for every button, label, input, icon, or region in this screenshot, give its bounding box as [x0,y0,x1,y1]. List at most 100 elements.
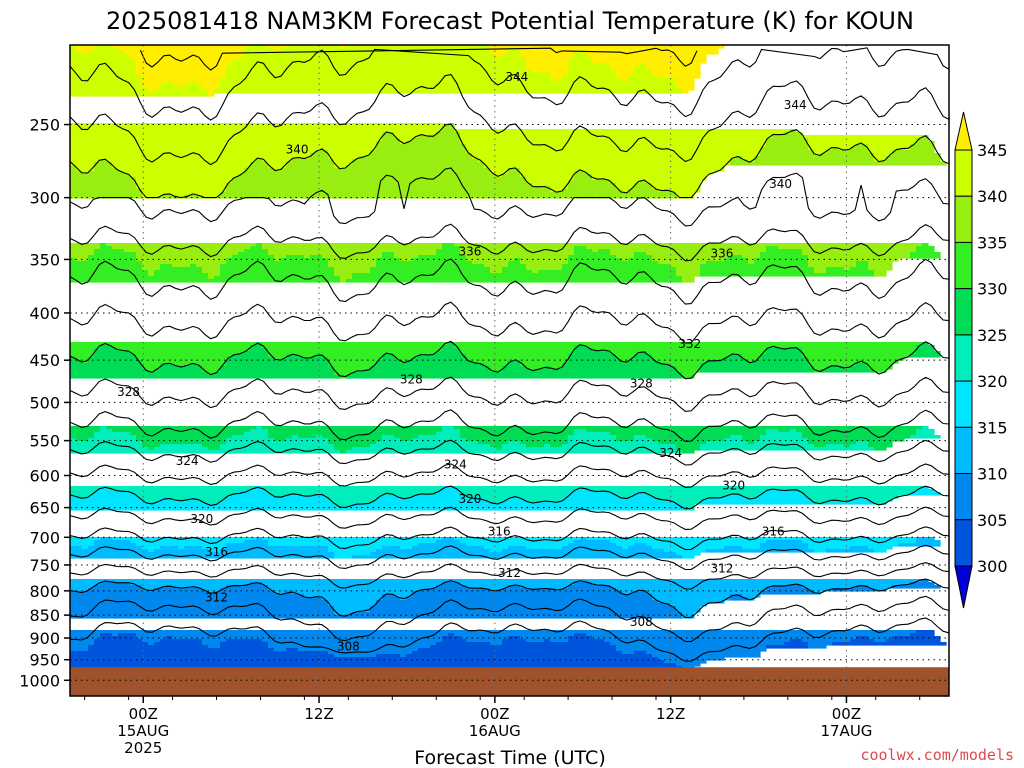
fill-band-cell [70,48,77,52]
fill-band-cell [394,135,419,139]
fill-band-cell [550,75,563,79]
fill-band-cell [70,360,83,364]
colorbar-segment [954,288,973,336]
fill-band-cell [412,495,467,499]
fill-band-cell [148,87,161,91]
fill-band-cell [418,255,467,259]
fill-band-cell [238,57,527,61]
fill-band-cell [640,63,647,67]
fill-band-cell [502,174,521,178]
fill-band-cell [874,369,887,373]
fill-band-cell [766,429,779,433]
fill-band-cell [550,366,563,370]
y-tick-label: 600 [29,467,60,486]
fill-band-cell [328,441,377,445]
fill-band-cell [106,243,257,247]
fill-band-cell [100,246,113,250]
fill-band-cell [628,78,677,82]
fill-band-cell [730,162,947,166]
fill-band-cell [808,258,899,262]
fill-band-cell [412,594,653,598]
colorbar-segment [954,149,973,197]
fill-band-cell [136,354,233,358]
fill-band-cell [808,642,833,646]
fill-band-cell [70,429,101,433]
fill-band-cell [202,546,227,550]
fill-band-cell [460,429,575,433]
contour-line-322 [70,463,949,488]
fill-band-cell [100,426,107,430]
fill-band-cell [814,501,827,505]
fill-band-cell [754,441,809,445]
fill-band-cell [112,162,251,166]
fill-band-cell [436,252,461,256]
fill-band-cell [394,435,419,439]
fill-band-cell [616,543,635,547]
fill-band-cell [70,597,323,601]
fill-band-cell [382,135,395,139]
fill-band-cell [268,162,287,166]
fill-band-cell [676,552,701,556]
fill-band-cell [70,141,377,145]
fill-band-cell [88,171,125,175]
fill-band-cell [676,501,701,505]
fill-band-cell [112,429,251,433]
fill-band-cell [94,165,113,169]
fill-band-cell [562,363,671,367]
fill-band-cell [676,81,695,85]
fill-band-cell [460,132,785,136]
fill-band-cell [748,360,755,364]
fill-band-cell [868,261,893,265]
fill-band-cell [766,351,803,355]
fill-band-cell [70,267,143,271]
fill-band-cell [646,252,761,256]
fill-band-cell [412,438,467,442]
fill-band-cell [94,639,143,643]
fill-band-cell [94,543,137,547]
fill-band-cell [568,438,617,442]
fill-band-cell [682,87,695,91]
fill-band-cell [802,639,851,643]
fill-band-cell [88,645,209,649]
plot-frame [69,44,950,697]
fill-band-cell [466,639,503,643]
fill-band-cell [334,372,353,376]
fill-band-cell [910,435,941,439]
fill-band-cell [760,147,809,151]
fill-band-cell [136,357,227,361]
fill-band-cell [352,612,683,616]
fill-band-cell [826,270,875,274]
fill-band-cell [352,372,683,376]
fill-band-cell [262,345,443,349]
fill-band-cell [70,159,101,163]
fill-band-cell [682,375,695,379]
fill-band-cell [520,261,569,265]
fill-band-cell [142,585,167,589]
fill-band-cell [70,486,101,490]
fill-band-cell [568,636,593,640]
fill-band-cell [352,276,683,280]
fill-band-cell [868,264,893,268]
fill-band-cell [682,612,695,616]
fill-band-cell [178,195,185,199]
fill-band-cell [802,348,917,352]
fill-band-cell [400,138,413,142]
colorbar-segment [954,519,973,567]
fill-band-cell [508,546,527,550]
fill-band-cell [892,636,941,640]
fill-band-cell [370,606,677,610]
fill-band-cell [124,51,245,55]
fill-band-cell [274,48,281,52]
fill-band-cell [70,57,131,61]
fill-band-cell [340,45,347,49]
fill-band-cell [268,348,443,352]
fill-band-cell [856,261,869,265]
fill-band-cell [322,255,383,259]
fill-band-cell [850,639,875,643]
fill-band-cell [214,372,335,376]
fill-band-cell [442,348,461,352]
fill-band-cell [808,264,857,268]
fill-band-cell [730,597,749,601]
fill-band-cell [748,258,755,262]
fill-band-cell [208,645,221,649]
